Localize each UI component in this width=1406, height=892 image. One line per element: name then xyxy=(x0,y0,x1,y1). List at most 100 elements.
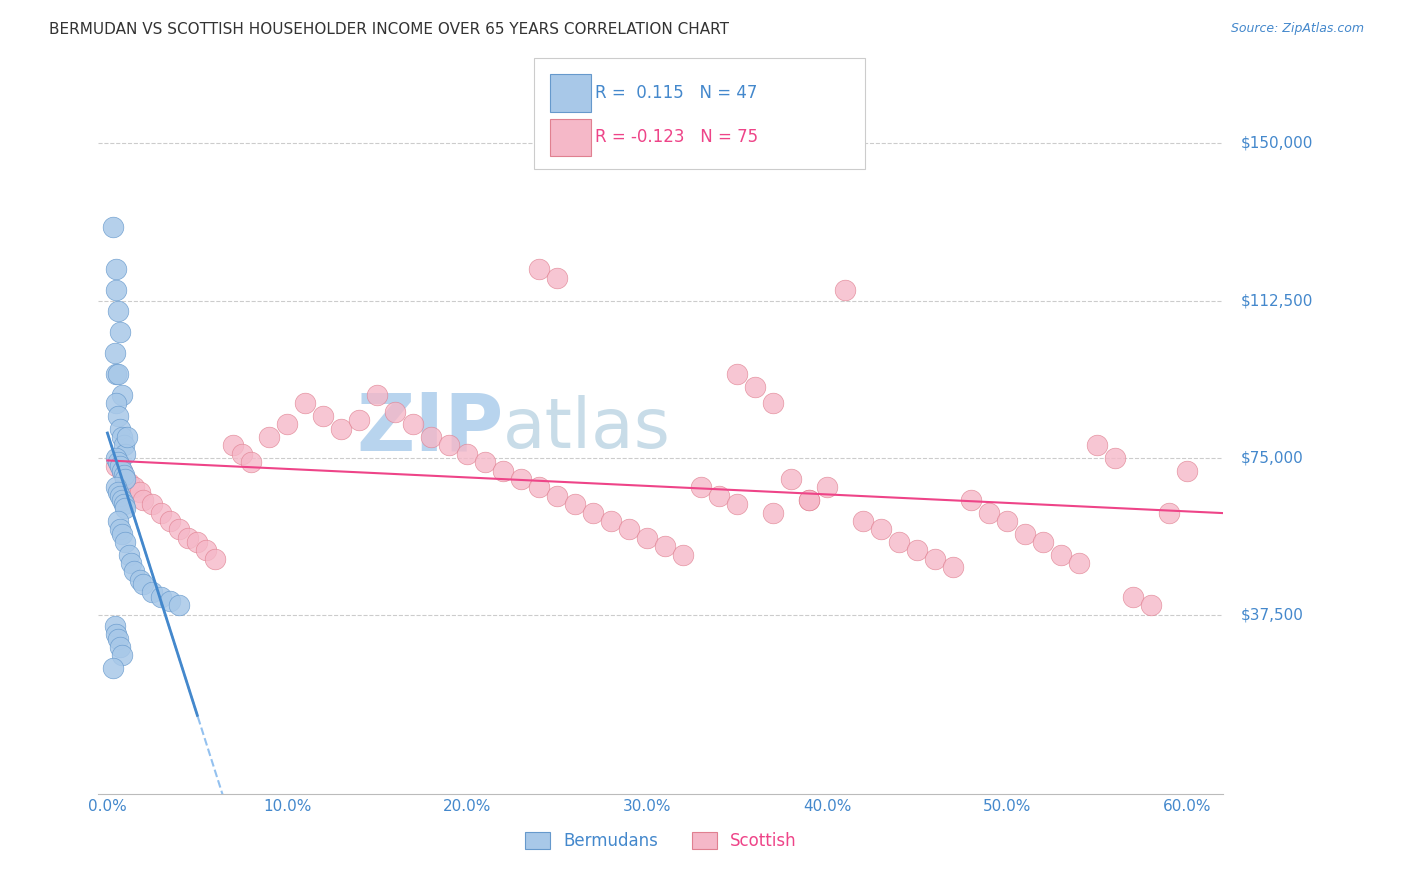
Point xyxy=(1069,556,1091,570)
Point xyxy=(108,489,131,503)
Point xyxy=(1032,535,1054,549)
Point xyxy=(105,480,128,494)
Point xyxy=(942,560,965,574)
Point xyxy=(1140,598,1163,612)
Text: atlas: atlas xyxy=(503,395,671,462)
Point xyxy=(420,430,443,444)
Point xyxy=(799,493,821,508)
Point xyxy=(762,506,785,520)
Point xyxy=(115,430,138,444)
Point xyxy=(108,422,131,436)
Point xyxy=(118,476,141,491)
Text: BERMUDAN VS SCOTTISH HOUSEHOLDER INCOME OVER 65 YEARS CORRELATION CHART: BERMUDAN VS SCOTTISH HOUSEHOLDER INCOME … xyxy=(49,22,730,37)
Point xyxy=(107,409,129,423)
Point xyxy=(108,325,131,339)
Point xyxy=(112,497,135,511)
Point xyxy=(107,304,129,318)
Point xyxy=(672,548,695,562)
Point xyxy=(546,489,568,503)
Point xyxy=(159,514,181,528)
Point xyxy=(111,430,134,444)
Point xyxy=(132,493,155,508)
Point xyxy=(105,262,128,277)
Point xyxy=(114,472,136,486)
Point xyxy=(636,531,658,545)
Point xyxy=(510,472,533,486)
Text: ZIP: ZIP xyxy=(356,390,503,467)
Text: $37,500: $37,500 xyxy=(1241,608,1305,623)
Point xyxy=(132,577,155,591)
Point xyxy=(294,396,316,410)
Point xyxy=(104,619,127,633)
Point xyxy=(960,493,983,508)
Point xyxy=(276,417,298,432)
Point xyxy=(111,464,134,478)
Point xyxy=(725,367,748,381)
Point xyxy=(852,514,875,528)
Point xyxy=(111,464,134,478)
Point xyxy=(101,220,124,235)
Point xyxy=(111,648,134,663)
Point xyxy=(104,346,127,360)
Point xyxy=(177,531,200,545)
Point xyxy=(105,627,128,641)
Point xyxy=(101,661,124,675)
Legend: Bermudans, Scottish: Bermudans, Scottish xyxy=(519,825,803,857)
Point xyxy=(114,535,136,549)
Point xyxy=(456,447,478,461)
Point xyxy=(1085,438,1108,452)
Point xyxy=(105,451,128,466)
Point xyxy=(582,506,605,520)
Point xyxy=(240,455,263,469)
Point xyxy=(654,539,676,553)
Point xyxy=(492,464,515,478)
Point xyxy=(150,590,173,604)
Point xyxy=(114,447,136,461)
Point xyxy=(1050,548,1073,562)
Point xyxy=(870,523,893,537)
Point xyxy=(762,396,785,410)
Point xyxy=(105,396,128,410)
Point xyxy=(114,501,136,516)
Point xyxy=(107,484,129,499)
Point xyxy=(222,438,245,452)
Point xyxy=(366,388,388,402)
Text: $75,000: $75,000 xyxy=(1241,450,1303,466)
Point xyxy=(815,480,838,494)
Point xyxy=(108,523,131,537)
Point xyxy=(231,447,253,461)
Point xyxy=(995,514,1018,528)
Text: $150,000: $150,000 xyxy=(1241,136,1313,151)
Point xyxy=(105,367,128,381)
Point xyxy=(107,367,129,381)
Point xyxy=(744,380,766,394)
Point xyxy=(112,467,135,482)
Point xyxy=(402,417,425,432)
Point xyxy=(780,472,803,486)
Text: $112,500: $112,500 xyxy=(1241,293,1313,308)
Point xyxy=(169,598,191,612)
Point xyxy=(889,535,911,549)
Point xyxy=(1159,506,1181,520)
Point xyxy=(1122,590,1144,604)
Point xyxy=(108,640,131,654)
Point xyxy=(690,480,713,494)
Point xyxy=(141,497,163,511)
Point xyxy=(105,283,128,297)
Point xyxy=(725,497,748,511)
Point xyxy=(384,405,406,419)
Point xyxy=(709,489,731,503)
Point xyxy=(107,514,129,528)
Point xyxy=(186,535,208,549)
Point xyxy=(330,422,353,436)
Point xyxy=(529,480,551,494)
Point xyxy=(924,551,946,566)
Point xyxy=(111,388,134,402)
Point xyxy=(124,480,146,494)
Point xyxy=(105,459,128,474)
Point xyxy=(1104,451,1126,466)
Point xyxy=(1175,464,1198,478)
Point xyxy=(195,543,218,558)
Point xyxy=(905,543,928,558)
Point xyxy=(150,506,173,520)
